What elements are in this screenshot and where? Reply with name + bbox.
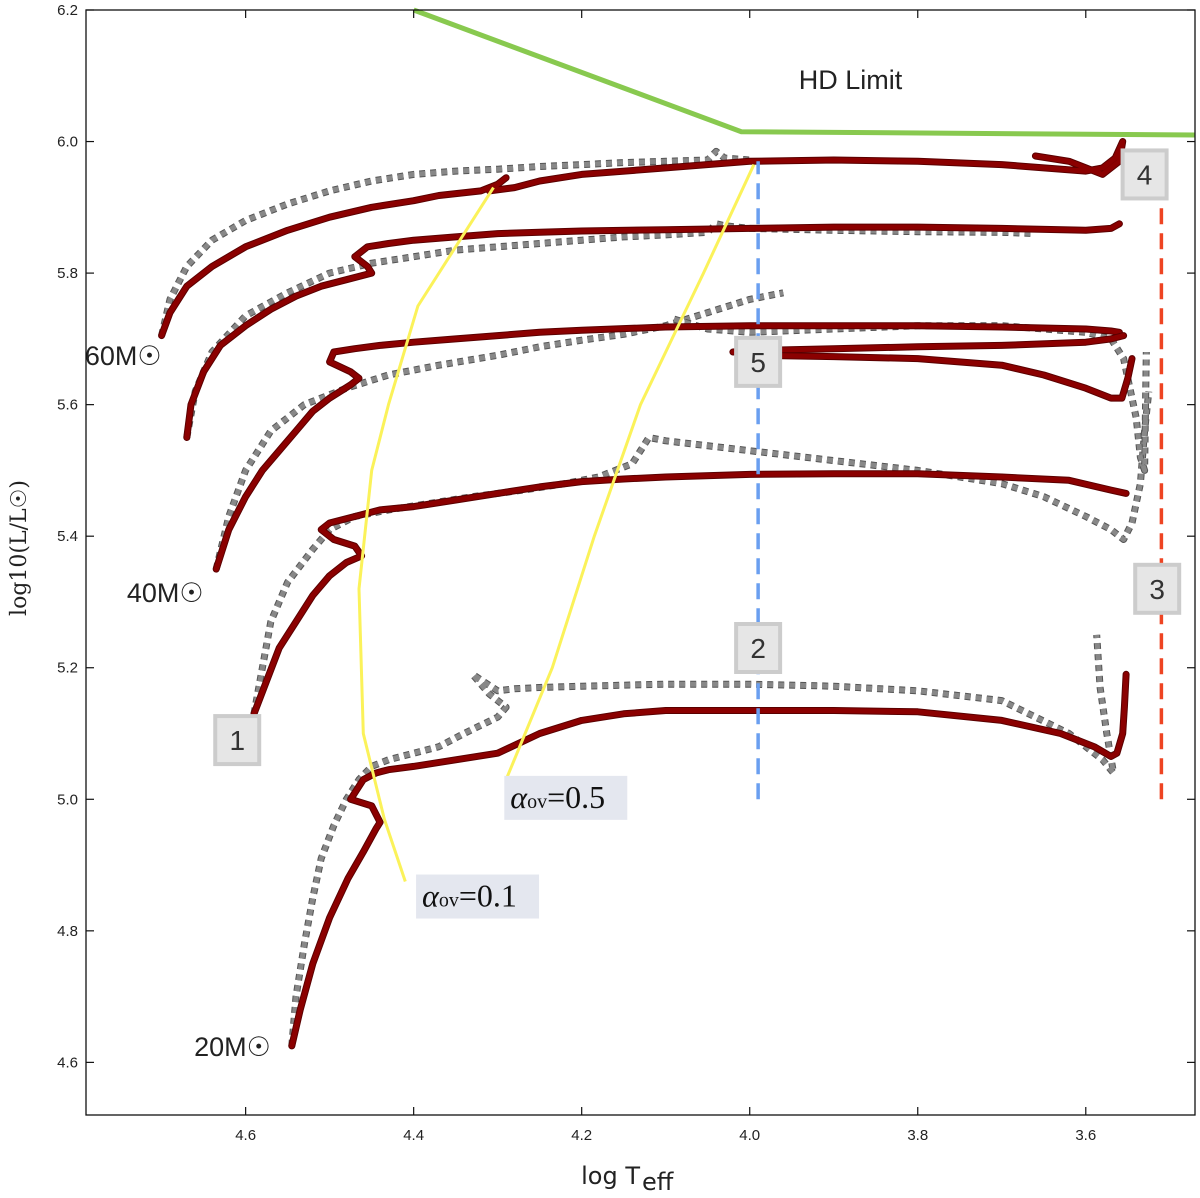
overlay-layer: HD Limit αov=0.1 αov=0.5 1 2 3 4 5 60M☉ 40M☉ 20M☉ — [85, 7, 1196, 1062]
x-axis-title-subscript: eff — [642, 1168, 674, 1196]
overshoot-line-0 — [357, 186, 495, 882]
overshoot-line-1 — [504, 163, 756, 781]
stage-box-label-4: 4 — [1137, 159, 1153, 190]
stage-box-5 — [734, 335, 783, 388]
dashed-track-4 — [184, 221, 1036, 438]
y-tick-label: 6.2 — [57, 2, 78, 19]
hd-limit-label: HD Limit — [799, 65, 903, 95]
dashed-track-1 — [251, 391, 1152, 715]
y-tick-label: 5.4 — [57, 528, 78, 545]
hd-limit-line — [412, 7, 1196, 138]
stage-box-1 — [213, 714, 262, 767]
y-tick-label: 4.8 — [57, 923, 78, 940]
overshoot-label-1: αov=0.5 — [510, 779, 605, 815]
dashed-track-2 — [213, 290, 784, 570]
y-tick-label: 5.0 — [57, 791, 78, 808]
y-tick-label: 4.6 — [57, 1054, 78, 1071]
dashed-track-3 — [673, 316, 1149, 473]
solid-track-2 — [213, 323, 1122, 572]
plot-frame — [85, 9, 1196, 1116]
solid-track-6 — [159, 139, 1126, 339]
mass-label: 20M☉ — [194, 1032, 271, 1062]
mass-label: 40M☉ — [127, 578, 204, 608]
y-tick-label: 5.6 — [57, 397, 78, 414]
y-axis-title: log10(L/L☉) — [7, 480, 32, 616]
x-tick-label: 4.0 — [739, 1127, 760, 1144]
y-tick-label: 5.2 — [57, 660, 78, 677]
solid-track-4 — [755, 352, 1135, 401]
stage-box-label-5: 5 — [750, 347, 766, 378]
solid-track-0 — [289, 671, 1129, 1049]
x-axis-title: log T — [581, 1162, 640, 1190]
stage-box-4 — [1120, 148, 1169, 201]
stage-box-label-3: 3 — [1149, 574, 1165, 605]
stage-box-2 — [734, 622, 783, 675]
dashed-track-5 — [159, 148, 750, 337]
overshoot-label-0: αov=0.1 — [422, 878, 517, 914]
mass-label: 60M☉ — [85, 341, 162, 371]
dashed-track-outline — [288, 634, 1117, 1047]
stage-box-3 — [1133, 562, 1182, 615]
dashed-track-0 — [289, 634, 1116, 1047]
tracks-layer — [158, 138, 1153, 1050]
y-tick-label: 5.8 — [57, 265, 78, 282]
dashed-track-outline — [250, 391, 1153, 715]
solid-track-outline — [288, 670, 1130, 1050]
x-tick-label: 3.8 — [907, 1127, 928, 1144]
x-tick-label: 3.6 — [1075, 1127, 1096, 1144]
stage-box-label-1: 1 — [229, 725, 245, 756]
x-tick-label: 4.6 — [235, 1127, 256, 1144]
y-tick-label: 6.0 — [57, 134, 78, 151]
axes-layer: 4.6 4.4 4.2 4.0 3.8 3.6 4.6 4.8 5.0 5.2 5.4 5.6 5.8 6… — [57, 2, 1196, 1144]
x-tick-label: 4.4 — [403, 1127, 424, 1144]
solid-track-1 — [251, 471, 1129, 717]
x-tick-label: 4.2 — [571, 1127, 592, 1144]
solid-track-5 — [184, 221, 1122, 440]
overshoot-label-bg-0 — [416, 874, 540, 919]
stage-box-label-2: 2 — [750, 633, 766, 664]
overshoot-label-bg-1 — [504, 775, 628, 820]
